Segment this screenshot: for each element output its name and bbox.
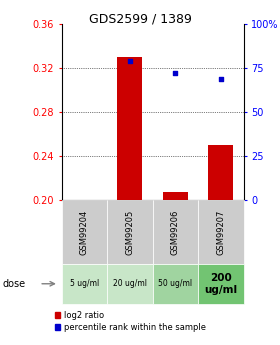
Text: GSM99204: GSM99204 [80,209,89,255]
Text: GSM99206: GSM99206 [171,209,180,255]
Bar [163,193,188,200]
Legend: log2 ratio, percentile rank within the sample: log2 ratio, percentile rank within the s… [55,311,206,332]
Text: 200
ug/ml: 200 ug/ml [204,273,237,295]
Text: 20 ug/ml: 20 ug/ml [113,279,147,288]
Text: GSM99205: GSM99205 [125,209,134,255]
Bar [117,57,142,200]
Text: 5 ug/ml: 5 ug/ml [70,279,99,288]
Text: GDS2599 / 1389: GDS2599 / 1389 [88,12,192,25]
Text: GSM99207: GSM99207 [216,209,225,255]
Text: 50 ug/ml: 50 ug/ml [158,279,192,288]
Point [128,58,132,64]
Text: dose: dose [3,279,26,289]
Point [173,71,178,76]
Point [219,76,223,81]
Bar [208,145,233,200]
